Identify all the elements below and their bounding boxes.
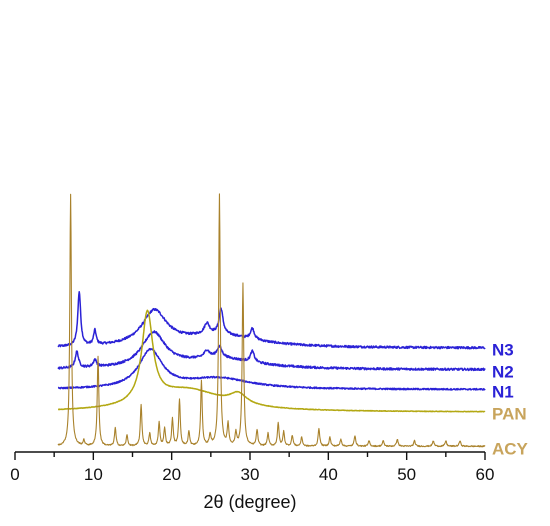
x-axis-title: 2θ (degree) — [203, 492, 296, 512]
series-line-acy — [57, 193, 486, 448]
series-label-n2: N2 — [492, 362, 514, 381]
x-ticks: 0 10 20 30 40 50 60 — [10, 452, 494, 484]
series-label-acy: ACY — [492, 439, 529, 458]
series-line-n3 — [57, 290, 486, 350]
x-axis: 0 10 20 30 40 50 60 — [10, 451, 494, 484]
series-label-n1: N1 — [492, 382, 514, 401]
x-tick-label: 40 — [319, 465, 338, 484]
x-tick-label: 50 — [397, 465, 416, 484]
x-tick-label: 0 — [10, 465, 19, 484]
series-group — [57, 193, 486, 448]
x-tick-label: 20 — [162, 465, 181, 484]
series-line-n1 — [57, 347, 486, 391]
series-line-pan — [57, 309, 486, 413]
series-line-n2 — [57, 330, 486, 372]
series-label-n3: N3 — [492, 341, 514, 360]
series-label-pan: PAN — [492, 405, 527, 424]
x-tick-label: 30 — [241, 465, 260, 484]
x-tick-label: 60 — [476, 465, 495, 484]
x-tick-label: 10 — [84, 465, 103, 484]
